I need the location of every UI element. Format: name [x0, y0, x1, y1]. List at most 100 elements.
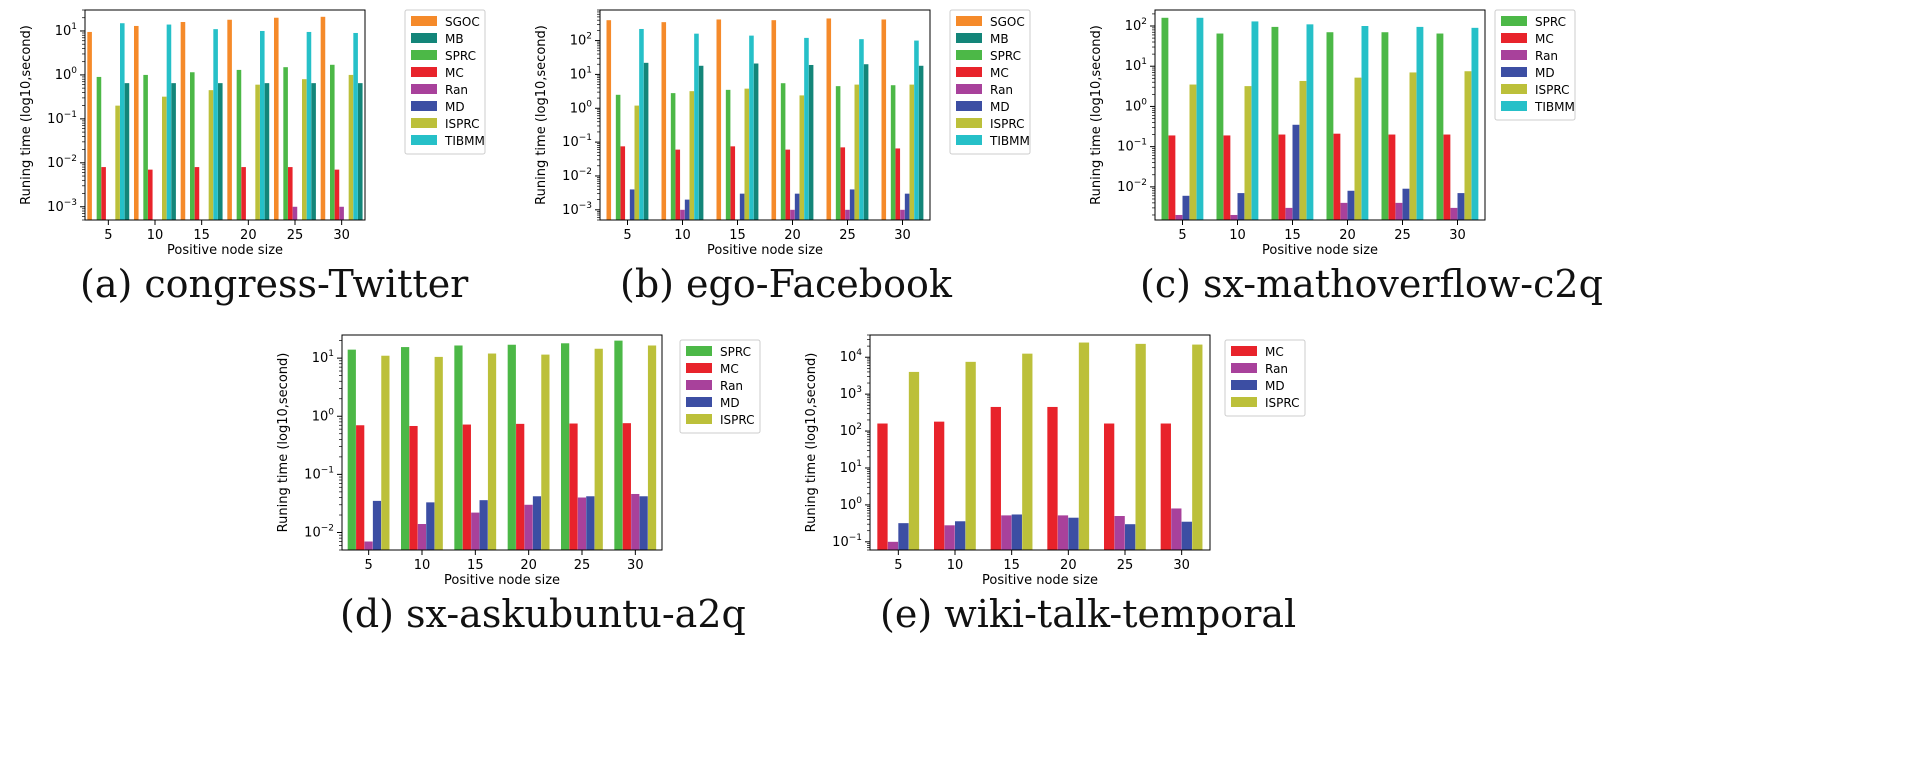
bar-sprc-30 [1436, 33, 1444, 220]
chart-panel-a: 10−3 10−2 10−1 100 101 5 10 15 20 25 30 Positive no… [0, 0, 620, 260]
bar-isprc-20 [1078, 342, 1090, 550]
bar-isprc-25 [302, 79, 307, 221]
bar-sprc-5 [347, 349, 356, 550]
bar-tibmm-10 [1251, 21, 1259, 221]
bar-sprc-30 [330, 64, 335, 220]
bar-isprc-10 [1244, 86, 1252, 221]
bar-md-25 [586, 496, 595, 550]
bar-sprc-20 [780, 83, 786, 221]
x-tick-label: 5 [623, 228, 631, 243]
bar-mc-10 [1223, 135, 1231, 220]
y-tick-label: 100 [312, 407, 335, 424]
bar-sprc-10 [143, 74, 148, 220]
x-tick-label: 25 [1117, 558, 1134, 573]
x-tick-label: 15 [1284, 228, 1301, 243]
bar-ran-30 [1171, 508, 1182, 550]
chart-panel-c: 10−2 10−1 100 101 102 5 10 15 20 25 30 Positive nod… [1080, 0, 1905, 260]
bar-sprc-10 [670, 93, 676, 220]
bar-md-20 [532, 496, 542, 550]
bar-sprc-5 [1161, 17, 1169, 220]
bar-sprc-25 [561, 343, 570, 550]
x-tick-label: 5 [104, 228, 112, 243]
bar-ran-15 [1285, 207, 1293, 220]
bar-sprc-15 [454, 345, 463, 550]
bar-sprc-15 [725, 89, 731, 220]
bar-sgoc-20 [771, 20, 777, 220]
legend-label-md: MD [990, 100, 1010, 114]
bar-mc-15 [730, 146, 736, 220]
caption-e: (e) wiki-talk-temporal [880, 592, 1297, 636]
legend-label-isprc: ISPRC [990, 117, 1025, 131]
bar-ran-15 [1001, 515, 1012, 550]
legend-swatch-md [686, 397, 712, 407]
bar-isprc-20 [255, 84, 260, 220]
x-tick-label: 25 [574, 558, 591, 573]
bar-md-5 [1182, 195, 1190, 220]
bar-isprc-30 [348, 74, 354, 220]
bar-sgoc-15 [180, 22, 186, 220]
legend-swatch-mc [411, 67, 437, 77]
bar-md-25 [849, 189, 855, 220]
bar-ran-25 [577, 497, 587, 550]
bar-tibmm-30 [1471, 27, 1479, 221]
legend-swatch-md [1231, 380, 1257, 390]
bar-sprc-15 [190, 72, 195, 220]
bar-sgoc-30 [320, 16, 326, 221]
bar-md-10 [955, 521, 966, 550]
bar-mc-10 [148, 169, 153, 220]
bar-mc-30 [334, 169, 340, 220]
y-tick-label: 101 [570, 65, 592, 82]
bar-mc-20 [516, 423, 525, 550]
bar-mc-20 [241, 167, 246, 220]
legend-label-sgoc: SGOC [445, 15, 480, 29]
bar-mc-5 [101, 167, 106, 220]
bar-sprc-10 [401, 347, 410, 550]
x-tick-label: 5 [1178, 228, 1186, 243]
y-tick-label: 10−2 [562, 167, 592, 184]
bar-isprc-15 [1022, 353, 1033, 550]
bar-sgoc-10 [134, 25, 139, 221]
legend-swatch-tibmm [956, 135, 982, 145]
bar-md-5 [372, 500, 382, 550]
x-tick-label: 30 [894, 228, 911, 243]
y-tick-label: 10−2 [47, 154, 77, 171]
y-axis-label: Runing time (log10,second) [804, 353, 819, 533]
bar-ran-10 [1230, 214, 1238, 220]
bar-ran-5 [364, 541, 373, 550]
bar-md-5 [898, 523, 909, 550]
x-tick-label: 30 [627, 558, 644, 573]
chart-svg-b: 10−3 10−2 10−1 100 101 102 5 10 15 20 25 30 Positive… [534, 9, 1031, 258]
legend-label-mc: MC [1535, 32, 1554, 46]
y-tick-label: 100 [570, 99, 593, 116]
bar-isprc-5 [115, 105, 120, 220]
x-tick-label: 15 [193, 228, 210, 243]
bar-isprc-30 [1464, 71, 1472, 221]
bar-mc-25 [569, 423, 578, 550]
y-tick-label: 101 [312, 349, 334, 366]
legend-label-mc: MC [445, 66, 464, 80]
bar-md-15 [739, 193, 745, 220]
bar-mc-20 [1333, 133, 1341, 220]
bar-mc-5 [877, 423, 888, 550]
bar-ran-20 [524, 504, 533, 550]
y-tick-label: 10−1 [562, 133, 592, 150]
bar-isprc-20 [541, 354, 550, 550]
bar-ran-20 [1340, 202, 1348, 220]
bar-mc-15 [462, 424, 471, 550]
bar-md-30 [904, 193, 910, 220]
bar-ran-30 [339, 206, 344, 220]
legend-label-ran: Ran [1265, 362, 1288, 376]
bar-isprc-15 [208, 90, 214, 220]
x-tick-label: 10 [1229, 228, 1246, 243]
bar-tibmm-25 [859, 39, 864, 220]
bar-tibmm-5 [120, 23, 125, 221]
bar-mc-20 [1047, 406, 1058, 550]
bar-mc-25 [1388, 134, 1396, 220]
legend-swatch-md [956, 101, 982, 111]
bar-md-5 [629, 189, 635, 220]
legend-label-md: MD [445, 100, 465, 114]
bar-mc-15 [194, 167, 200, 220]
bar-tibmm-20 [260, 30, 265, 220]
bar-sprc-25 [1381, 32, 1389, 221]
